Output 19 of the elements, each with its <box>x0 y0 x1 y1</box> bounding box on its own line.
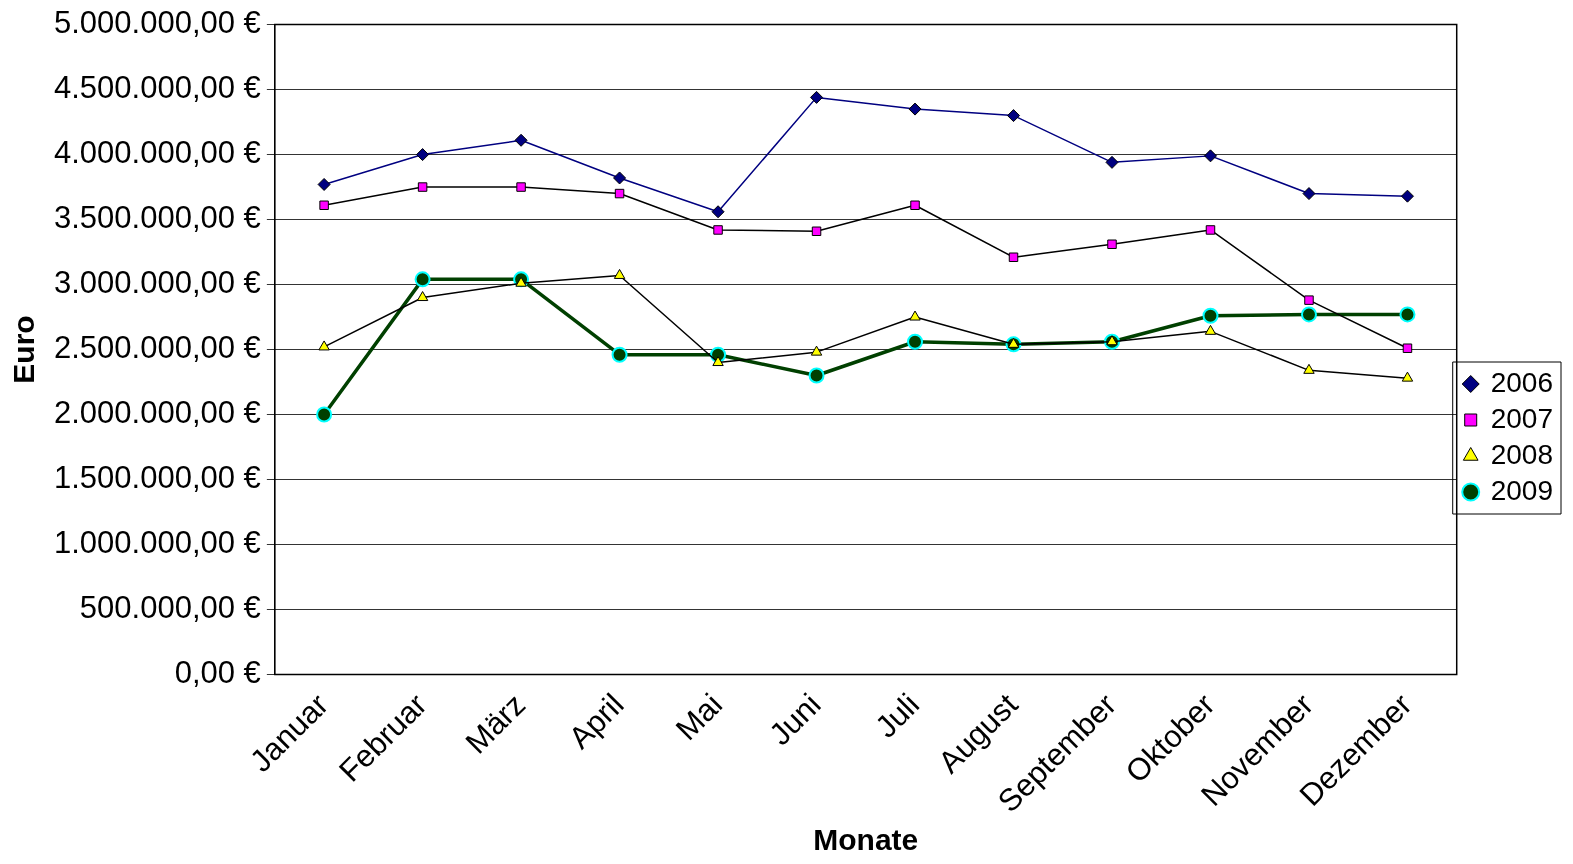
legend-label: 2008 <box>1490 438 1554 470</box>
y-tick-label: 1.000.000,00 € <box>54 525 261 561</box>
y-tick-label: 1.500.000,00 € <box>54 460 261 496</box>
y-axis-title: Euro <box>7 315 41 384</box>
y-tick-label: 0,00 € <box>174 655 261 691</box>
legend-label: 2006 <box>1490 366 1554 398</box>
y-tick-label: 3.500.000,00 € <box>54 200 261 236</box>
legend-label: 2007 <box>1490 402 1554 434</box>
y-tick-label: 2.500.000,00 € <box>54 330 261 366</box>
x-axis-title: Monate <box>813 823 919 857</box>
x-tick-label: Mai <box>668 686 730 747</box>
y-tick-label: 3.000.000,00 € <box>54 265 261 301</box>
x-tick-label: Juli <box>868 686 927 745</box>
y-tick-label: 4.000.000,00 € <box>54 135 261 171</box>
legend-label: 2009 <box>1490 474 1554 506</box>
y-tick-label: 2.000.000,00 € <box>54 395 261 431</box>
y-tick-label: 500.000,00 € <box>79 590 261 626</box>
y-tick-label: 5.000.000,00 € <box>54 5 261 41</box>
y-tick-label: 4.500.000,00 € <box>54 70 261 106</box>
